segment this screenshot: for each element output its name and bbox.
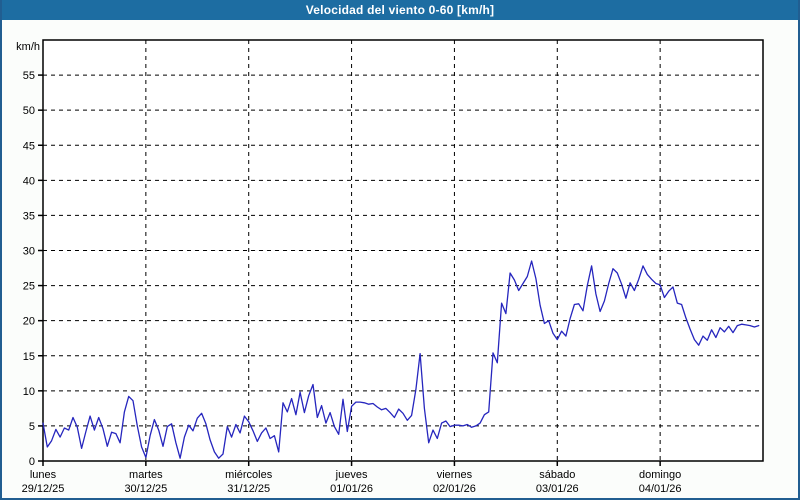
- x-day-date-label: 30/12/25: [124, 483, 167, 495]
- chart-title: Velocidad del viento 0-60 [km/h]: [305, 3, 495, 17]
- x-day-date-label: 03/01/26: [536, 483, 579, 495]
- x-day-name-label: sábado: [539, 469, 575, 481]
- x-day-date-label: 01/01/26: [330, 483, 373, 495]
- y-tick-label: 20: [23, 316, 35, 328]
- x-day-date-label: 29/12/25: [22, 483, 65, 495]
- x-day-name-label: lunes: [30, 469, 57, 481]
- y-tick-label: 50: [23, 105, 35, 117]
- x-day-name-label: viernes: [437, 469, 473, 481]
- y-tick-label: 25: [23, 281, 35, 293]
- x-day-date-label: 02/01/26: [433, 483, 476, 495]
- chart-title-bar: Velocidad del viento 0-60 [km/h]: [2, 0, 798, 20]
- y-tick-label: 30: [23, 246, 35, 258]
- y-tick-label: 40: [23, 175, 35, 187]
- y-tick-label: 45: [23, 140, 35, 152]
- x-day-name-label: jueves: [335, 469, 368, 481]
- y-tick-label: 5: [29, 421, 35, 433]
- y-axis-unit-label: km/h: [16, 41, 40, 53]
- y-tick-label: 15: [23, 351, 35, 363]
- y-tick-label: 55: [23, 70, 35, 82]
- x-day-date-label: 31/12/25: [227, 483, 270, 495]
- x-day-date-label: 04/01/26: [639, 483, 682, 495]
- x-day-name-label: miércoles: [225, 469, 273, 481]
- y-tick-label: 0: [29, 456, 35, 468]
- plot-border: [42, 39, 764, 462]
- y-tick-label: 35: [23, 210, 35, 222]
- x-day-name-label: domingo: [639, 469, 681, 481]
- wind-speed-line: [42, 260, 760, 459]
- y-tick-label: 10: [23, 386, 35, 398]
- x-day-name-label: martes: [129, 469, 163, 481]
